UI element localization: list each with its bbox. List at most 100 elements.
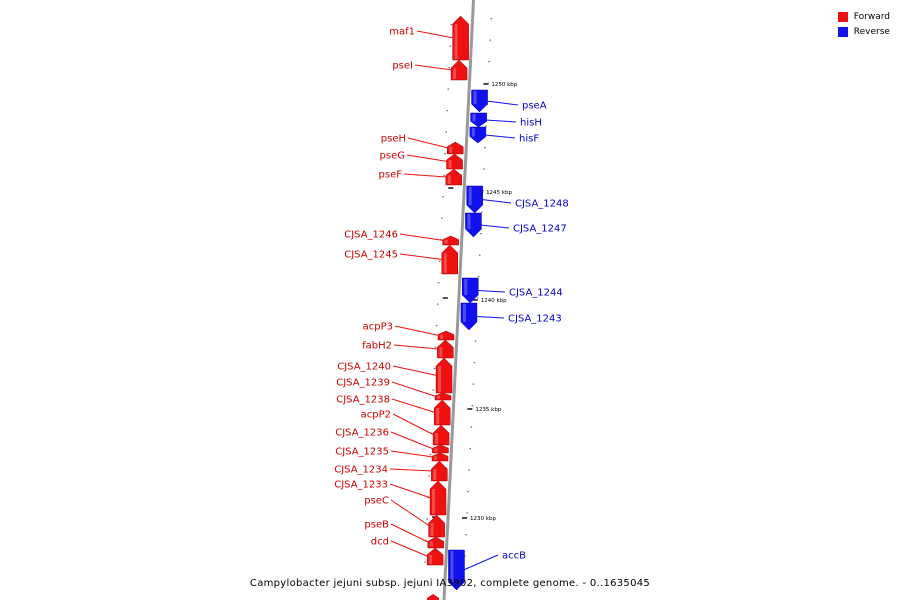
gene-cjsa-1233[interactable]: CJSA_1233 <box>334 480 447 516</box>
gene-label[interactable]: CJSA_1248 <box>515 199 569 210</box>
gene-label[interactable]: hisH <box>520 118 542 129</box>
gene-arrow[interactable] <box>465 212 482 238</box>
legend-forward-label: Forward <box>853 11 890 22</box>
gene-label[interactable]: acpP3 <box>363 322 393 333</box>
gene-hish[interactable]: hisH <box>470 112 542 129</box>
gene-shine <box>440 334 444 339</box>
minor-tick <box>446 110 448 112</box>
gene-pseb[interactable]: pseB <box>364 520 445 549</box>
minor-tick <box>488 61 491 63</box>
gene-label[interactable]: CJSA_1243 <box>508 314 562 325</box>
gene-label[interactable]: dcd <box>371 537 389 548</box>
gene-cjsa-1244[interactable]: CJSA_1244 <box>461 277 563 304</box>
gene-arrow[interactable] <box>461 277 479 304</box>
minor-tick <box>436 303 439 305</box>
gene-psef[interactable]: pseF <box>379 168 463 186</box>
gene-label[interactable]: CJSA_1246 <box>344 230 398 241</box>
gene-label[interactable]: CJSA_1236 <box>335 428 389 439</box>
gene-cjsa-1236[interactable]: CJSA_1236 <box>335 428 449 454</box>
gene-label[interactable]: pseH <box>381 134 406 145</box>
gene-arrow[interactable] <box>466 185 483 214</box>
gene-arrow[interactable] <box>448 549 465 591</box>
gene-label[interactable]: CJSA_1238 <box>336 395 390 406</box>
gene-leader-line <box>399 233 444 241</box>
gene-label[interactable]: CJSA_1240 <box>337 362 391 373</box>
gene-leader-line <box>390 450 434 458</box>
gene-cjsa-1247[interactable]: CJSA_1247 <box>465 212 567 238</box>
minor-tick <box>432 389 435 391</box>
gene-label[interactable]: maf1 <box>389 27 415 38</box>
gene-leader-line <box>485 119 517 123</box>
gene-arrow[interactable] <box>471 89 488 113</box>
forward-swatch <box>837 11 848 22</box>
gene-leader-line <box>389 468 433 472</box>
gene-label[interactable]: CJSA_1233 <box>334 480 388 491</box>
gene-arrow[interactable] <box>429 480 447 516</box>
gene-psei[interactable]: pseI <box>392 59 468 81</box>
minor-tick <box>428 475 430 477</box>
gene-leader-line <box>394 325 440 336</box>
gene-cjsa-1246[interactable]: CJSA_1246 <box>344 230 459 246</box>
gene-psea[interactable]: pseA <box>471 89 547 113</box>
gene-cjsa-1240[interactable]: CJSA_1240 <box>337 357 453 394</box>
gene-leader-line <box>480 224 510 229</box>
gene-accb[interactable]: accB <box>448 549 526 591</box>
gene-fabh2[interactable]: fabH2 <box>362 339 454 359</box>
gene-arrow[interactable] <box>469 126 487 144</box>
gene-cjsa-1239[interactable]: CJSA_1239 <box>336 378 452 401</box>
gene-arrow[interactable] <box>460 302 478 331</box>
minor-tick <box>481 211 483 213</box>
gene-label[interactable]: CJSA_1239 <box>336 378 390 389</box>
gene-label[interactable]: fabH2 <box>362 341 392 352</box>
gene-arrow[interactable] <box>452 15 469 61</box>
gene-acpp2[interactable]: acpP2 <box>361 410 450 446</box>
gene-label[interactable]: pseB <box>364 520 389 531</box>
gene-dcd[interactable]: dcd <box>371 537 444 566</box>
minor-tick <box>477 276 480 278</box>
gene-arrow[interactable] <box>441 244 458 275</box>
gene-label[interactable]: accB <box>502 551 526 562</box>
gene-maf1[interactable]: maf1 <box>389 15 469 61</box>
gene-cjsa-1243[interactable]: CJSA_1243 <box>460 302 562 331</box>
gene-cjsa-1234[interactable]: CJSA_1234 <box>334 460 448 482</box>
gene-leader-line <box>475 316 505 319</box>
gene-leader-line <box>416 30 454 39</box>
gene-psec[interactable]: pseC <box>364 496 445 538</box>
gene-label[interactable]: pseA <box>522 101 547 112</box>
gene-label[interactable]: acpP2 <box>361 410 391 421</box>
gene-leader-line <box>393 344 439 350</box>
gene-shine <box>435 433 439 444</box>
gene-arrow[interactable] <box>435 357 453 394</box>
gene-label[interactable]: CJSA_1244 <box>509 288 563 299</box>
gene-label[interactable]: pseG <box>380 151 405 162</box>
legend: Forward Reverse <box>837 9 890 39</box>
gene-leader-line <box>391 381 437 397</box>
minor-tick <box>449 45 452 47</box>
gene-label[interactable]: pseF <box>379 170 403 181</box>
gene-label[interactable]: hisF <box>519 134 539 145</box>
scale-tick-label: 1240 kbp <box>481 298 507 304</box>
gene-shine <box>443 253 447 273</box>
gene-cjsa-1248[interactable]: CJSA_1248 <box>466 185 569 214</box>
gene-cjsa-1238[interactable]: CJSA_1238 <box>336 395 451 426</box>
minor-tick <box>464 555 466 557</box>
gene-cjsa-1245[interactable]: CJSA_1245 <box>344 244 458 275</box>
gene-label[interactable]: CJSA_1245 <box>344 250 398 261</box>
gene-label[interactable]: pseC <box>364 496 389 507</box>
gene-label[interactable]: CJSA_1247 <box>513 224 567 235</box>
gene-arrow[interactable] <box>470 112 487 128</box>
gene-shine <box>438 366 442 392</box>
gene-label[interactable]: CJSA_1235 <box>335 447 389 458</box>
gene-shine <box>433 469 437 480</box>
gene-cjsa-1235[interactable]: CJSA_1235 <box>335 447 449 462</box>
gene-label[interactable]: pseI <box>392 61 413 72</box>
reverse-swatch <box>837 26 848 37</box>
gene-hisf[interactable]: hisF <box>469 126 539 145</box>
gene-pseh[interactable]: pseH <box>381 134 464 155</box>
gene-acpp3[interactable]: acpP3 <box>363 322 455 341</box>
gene-pseg[interactable]: pseG <box>380 151 463 170</box>
gene-label[interactable]: CJSA_1234 <box>334 465 388 476</box>
gene-leader-line <box>477 290 506 293</box>
gene-arrow[interactable] <box>433 399 451 426</box>
gene-leader-line <box>390 431 434 450</box>
